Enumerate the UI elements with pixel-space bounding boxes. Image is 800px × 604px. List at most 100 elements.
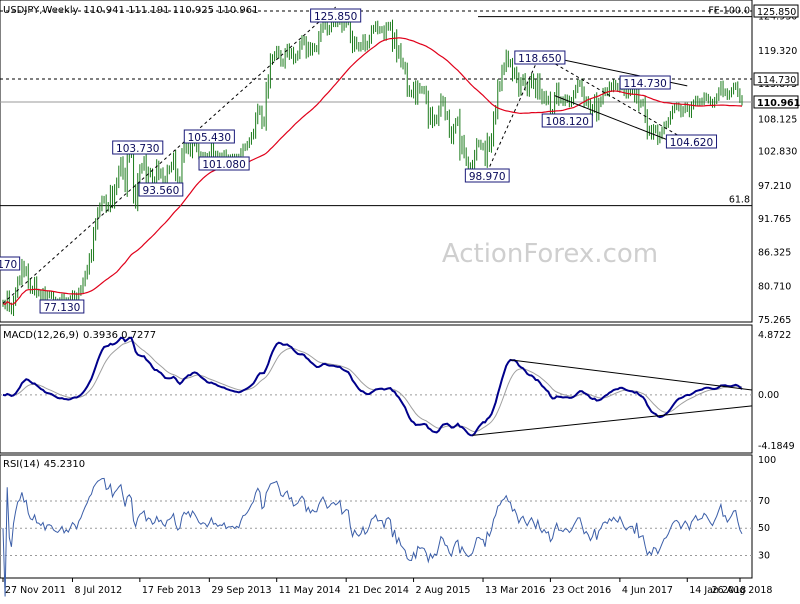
rsi-header: RSI(14) 45.2310	[3, 459, 85, 470]
x-tick-label-4: 11 May 2014	[279, 585, 341, 596]
price-tick-5: 97.210	[758, 181, 791, 192]
macd-trend-upper	[510, 359, 753, 391]
price-tag-1: 114.730	[753, 72, 799, 86]
price-panel-frame	[0, 0, 753, 323]
macd-lines: 4.8722 0.00 -4.1849	[0, 330, 795, 452]
annotation-11: 170	[0, 256, 21, 271]
price-annotations: 125.850 118.650 114.730 108.120 104.620 103.7…	[0, 8, 718, 314]
rsi-line: 100 70 50 30	[0, 455, 776, 597]
x-tick-label-8: 23 Oct 2016	[552, 585, 611, 596]
price-tag-box-1	[753, 72, 799, 86]
annotation-box-3	[541, 113, 593, 128]
price-tick-6: 91.765	[758, 214, 791, 225]
trend-dashed-up	[2, 6, 336, 304]
x-tick-label-0: 27 Nov 2011	[5, 585, 66, 596]
price-tick-7: 86.325	[758, 247, 791, 258]
trend-dashed-2	[486, 54, 541, 173]
annotation-box-7	[198, 156, 250, 171]
rsi-tick-3: 30	[758, 551, 770, 562]
annotation-box-11	[0, 256, 21, 271]
x-tick-label-3: 29 Sep 2013	[211, 585, 271, 596]
price-tick-8: 80.710	[758, 282, 791, 293]
x-tick-label-11: 26 Aug 2018	[712, 585, 773, 596]
annotation-9: 98.970	[464, 168, 510, 183]
annotation-text-6: 105.430	[188, 132, 231, 144]
annotation-box-4	[665, 134, 718, 149]
macd-signal-line	[2, 340, 743, 433]
annotation-text-8: 93.560	[143, 185, 180, 197]
rsi-tick-0: 100	[758, 455, 776, 466]
ma-line	[2, 37, 743, 306]
price-tick-3: 108.125	[758, 114, 797, 125]
annotation-text-3: 108.120	[546, 116, 589, 128]
annotation-2: 114.730	[619, 75, 671, 90]
price-tick-4: 102.830	[758, 147, 797, 158]
annotation-0: 125.850	[310, 8, 362, 23]
rsi-tick-1: 70	[758, 496, 770, 507]
annotation-box-10	[39, 299, 85, 314]
annotation-6: 105.430	[183, 129, 235, 144]
price-tag-text-0: 125.850	[757, 7, 796, 18]
symbol: USDJPY	[3, 5, 40, 16]
price-tag-2: 110.961	[753, 95, 800, 109]
annotation-text-9: 98.970	[469, 171, 506, 183]
annotation-box-5	[112, 140, 164, 155]
x-tick-label-1: 8 Jul 2012	[74, 585, 122, 596]
macd-line	[2, 336, 743, 437]
annotation-3: 108.120	[541, 113, 593, 128]
price-tag-text-1: 114.730	[757, 75, 796, 86]
x-tick-label-2: 17 Feb 2013	[142, 585, 201, 596]
macd-tick-1: 0.00	[758, 390, 779, 401]
annotation-box-1	[514, 50, 566, 65]
rsi-value: 45.2310	[44, 459, 85, 470]
y-axis-labels: 124.930119.320113.875108.125102.83097.21…	[753, 4, 800, 326]
x-axis-labels: 27 Nov 2011 8 Jul 2012 17 Feb 2013 29 Sep 2…	[2, 578, 773, 596]
annotation-text-1: 118.650	[518, 53, 561, 65]
annotation-text-11: 170	[0, 259, 17, 271]
annotation-8: 93.560	[138, 182, 184, 197]
macd-tick-0: 4.8722	[758, 330, 791, 341]
x-tick-label-10: 14 Jan 2018	[689, 585, 746, 596]
annotation-box-6	[183, 129, 235, 144]
watermark: ActionForex.com	[442, 239, 658, 269]
channel-lower	[554, 95, 688, 149]
level-label-1: FE 100.0	[708, 6, 750, 17]
annotation-10: 77.130	[39, 299, 85, 314]
annotation-5: 103.730	[112, 140, 164, 155]
rsi-label: RSI(14)	[3, 459, 40, 470]
trend-dashed-3	[539, 54, 688, 142]
x-tick-label-9: 4 Jun 2017	[622, 585, 673, 596]
annotation-box-9	[464, 168, 510, 183]
annotation-text-4: 104.620	[670, 137, 713, 149]
level-label-4: 61.8	[729, 195, 750, 206]
x-tick-label-5: 21 Dec 2014	[348, 585, 409, 596]
annotation-box-2	[619, 75, 671, 90]
price-tick-1: 119.320	[758, 46, 797, 57]
price-tag-text-2: 110.961	[757, 98, 800, 109]
annotation-box-0	[310, 8, 362, 23]
annotation-text-2: 114.730	[623, 78, 666, 90]
annotation-text-7: 101.080	[202, 159, 245, 171]
price-tick-9: 75.265	[758, 315, 791, 326]
annotation-7: 101.080	[198, 156, 250, 171]
macd-label: MACD(12,26,9)	[3, 330, 79, 341]
annotation-text-10: 77.130	[44, 302, 81, 314]
annotation-text-5: 103.730	[116, 143, 159, 155]
annotation-1: 118.650	[514, 50, 566, 65]
x-tick-label-6: 2 Aug 2015	[416, 585, 471, 596]
rsi-line	[2, 477, 743, 597]
rsi-tick-2: 50	[758, 523, 770, 534]
quote: 110.941 111.191 110.925 110.961	[84, 5, 259, 16]
watermark-text: ActionForex.com	[442, 239, 658, 269]
price-tag-0: 125.850	[753, 4, 799, 18]
price-bars	[2, 11, 743, 316]
rsi-panel-frame	[0, 454, 753, 579]
timeframe: Weekly	[42, 5, 78, 16]
macd-panel-frame	[0, 324, 753, 454]
annotation-text-0: 125.850	[314, 11, 357, 23]
price-tag-box-0	[753, 4, 799, 18]
x-tick-label-7: 13 Mar 2016	[485, 585, 545, 596]
chart-title: USDJPY,Weekly 110.941 111.191 110.925 110…	[3, 5, 258, 16]
